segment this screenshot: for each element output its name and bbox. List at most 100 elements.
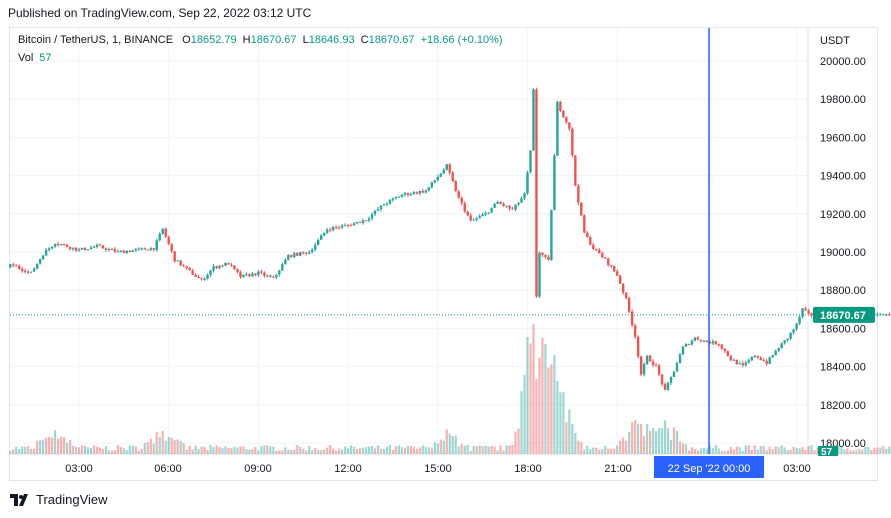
volume-bar xyxy=(780,445,783,454)
volume-bar xyxy=(565,422,568,454)
candle-body xyxy=(38,259,42,264)
candle-body xyxy=(370,214,374,219)
candle-body xyxy=(116,251,120,253)
candle-body xyxy=(281,264,284,271)
candle-body xyxy=(795,323,798,330)
candle-body xyxy=(340,225,344,228)
candle-body xyxy=(571,128,574,156)
volume-bar xyxy=(110,450,113,454)
volume-bar xyxy=(245,449,248,454)
candle-body xyxy=(227,263,230,265)
volume-bar xyxy=(610,448,613,454)
volume-badge xyxy=(818,446,838,456)
volume-bar xyxy=(182,442,185,454)
candle-body xyxy=(654,365,658,367)
candle-body xyxy=(364,220,368,222)
volume-bar xyxy=(382,448,386,454)
volume-bar xyxy=(260,446,263,454)
last-price-badge xyxy=(813,306,875,323)
candle-body xyxy=(681,346,685,355)
candle-body xyxy=(314,244,317,250)
volume-bar xyxy=(158,436,161,454)
volume-bar xyxy=(53,430,57,454)
volume-bar xyxy=(24,446,27,454)
volume-bar xyxy=(281,450,284,454)
candle-body xyxy=(403,193,407,195)
candle-body xyxy=(726,351,730,356)
candle-body xyxy=(89,247,93,250)
volume-bar xyxy=(469,450,472,454)
candle-body xyxy=(714,341,718,345)
volume-bar xyxy=(379,448,383,454)
volume-bar xyxy=(36,440,39,454)
volume-bar xyxy=(720,450,723,454)
volume-bar xyxy=(424,446,427,454)
candle-body xyxy=(125,250,129,254)
candle-body xyxy=(511,208,514,210)
volume-bar xyxy=(699,448,703,454)
y-tick-label: 18600.00 xyxy=(820,323,866,335)
volume-bar xyxy=(681,443,685,454)
open-value: 18652.79 xyxy=(190,34,237,46)
candle-body xyxy=(200,278,203,280)
candle-body xyxy=(328,229,332,231)
candle-body xyxy=(233,265,236,269)
volume-bar xyxy=(765,450,768,454)
change-value: +18.66 (+0.10%) xyxy=(420,34,503,46)
volume-bar xyxy=(451,435,454,454)
volume-bar xyxy=(218,447,221,454)
volume-bar xyxy=(361,447,365,454)
candle-body xyxy=(810,313,813,316)
volume-bar xyxy=(68,439,72,454)
candle-body xyxy=(290,255,293,257)
volume-bar xyxy=(367,446,371,454)
candle-body xyxy=(466,211,469,216)
volume-bar xyxy=(248,449,251,454)
tradingview-logo[interactable]: TradingView xyxy=(10,492,108,507)
volume-bar xyxy=(272,446,275,454)
candle-body xyxy=(35,263,39,269)
candle-body xyxy=(669,376,673,383)
volume-bar xyxy=(750,449,753,454)
candle-body xyxy=(137,248,140,250)
volume-bar xyxy=(122,448,125,454)
candle-body xyxy=(433,180,437,183)
volume-bar xyxy=(155,431,158,454)
candle-body xyxy=(747,360,750,363)
volume-bar xyxy=(538,357,541,454)
candle-body xyxy=(768,357,771,364)
volume-bar xyxy=(514,431,517,454)
y-tick-label: 19400.00 xyxy=(820,171,866,183)
volume-bar xyxy=(732,449,735,454)
volume-bar xyxy=(675,431,679,454)
candle-body xyxy=(80,247,84,250)
volume-bar xyxy=(511,445,514,454)
volume-bar xyxy=(412,446,415,454)
volume-bar xyxy=(544,343,547,454)
volume-bar xyxy=(571,423,574,454)
volume-bar xyxy=(592,447,595,454)
volume-bar xyxy=(394,446,398,454)
candle-body xyxy=(409,194,413,196)
volume-bar xyxy=(729,447,732,454)
candle-body xyxy=(592,244,595,250)
symbol-legend: Bitcoin / TetherUS, 1, BINANCE O18652.79… xyxy=(18,34,503,46)
volume-bar xyxy=(628,431,631,454)
candle-body xyxy=(735,359,738,365)
y-tick-label: 19800.00 xyxy=(820,94,866,106)
volume-bar xyxy=(574,433,577,454)
volume-bar xyxy=(27,446,30,454)
candle-body xyxy=(463,203,466,212)
volume-bar xyxy=(586,445,589,454)
volume-bar xyxy=(559,392,562,454)
volume-bar xyxy=(30,448,33,454)
volume-bar xyxy=(795,448,798,454)
volume-bar xyxy=(194,445,197,454)
candle-body xyxy=(331,227,335,231)
candle-body xyxy=(173,251,176,262)
candle-body xyxy=(762,360,765,362)
volume-bar xyxy=(185,449,188,454)
volume-bar xyxy=(535,379,538,454)
x-tick-label: 21:00 xyxy=(604,463,632,475)
